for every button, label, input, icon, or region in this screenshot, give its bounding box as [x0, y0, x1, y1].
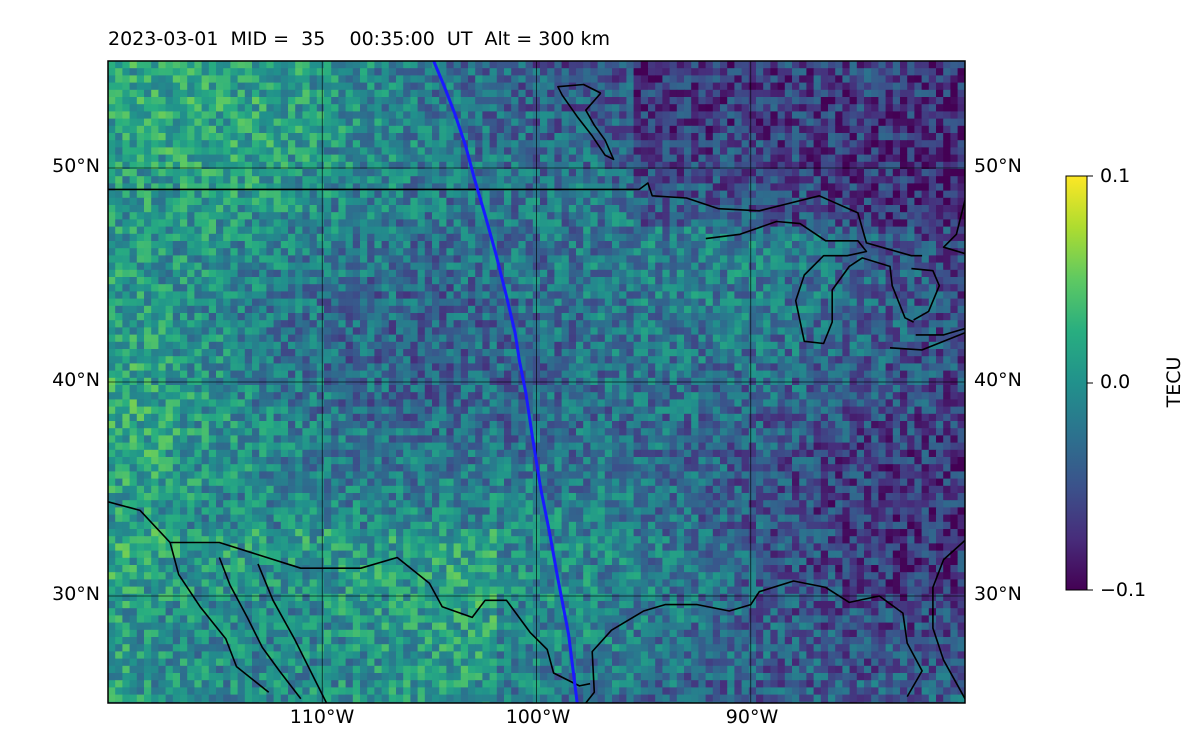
colorbar-tick-label: 0.0 [1100, 371, 1131, 393]
coastline [218, 557, 302, 700]
satellite-track [432, 61, 579, 703]
lat-label-right: 40°N [974, 369, 1022, 391]
lon-label: 100°W [505, 706, 571, 728]
tec-heatmap [108, 61, 965, 703]
coastline [911, 267, 941, 321]
coastline [585, 580, 923, 703]
map-frame [107, 60, 966, 704]
colorbar-label: TECU [1163, 356, 1185, 408]
coastline [932, 539, 965, 700]
lat-label-left: 50°N [52, 155, 100, 177]
coastline [557, 83, 615, 161]
colorbar-tick-label: −0.1 [1100, 579, 1147, 601]
coastline [257, 563, 328, 703]
coastline [889, 332, 965, 351]
satellite-track-line [432, 61, 579, 703]
lat-label-right: 30°N [974, 583, 1022, 605]
coastlines [108, 83, 965, 703]
lat-label-left: 30°N [52, 583, 100, 605]
coastline [705, 220, 914, 345]
lon-label: 110°W [289, 706, 355, 728]
coastline [169, 542, 270, 693]
lat-label-left: 40°N [52, 369, 100, 391]
gridlines [108, 61, 965, 703]
coastline [108, 182, 923, 257]
figure-title: 2023-03-01 MID = 35 00:35:00 UT Alt = 30… [108, 28, 611, 50]
colorbar-tick-label: 0.1 [1100, 165, 1131, 187]
coastline [108, 501, 591, 687]
coastline [942, 199, 965, 255]
colorbar-ticks [1087, 175, 1093, 591]
lat-label-right: 50°N [974, 155, 1022, 177]
coastline [915, 327, 965, 336]
lon-label: 90°W [725, 706, 779, 728]
colorbar [1065, 175, 1088, 591]
